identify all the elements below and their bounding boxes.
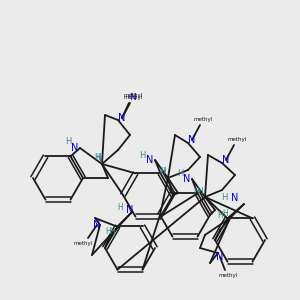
Text: methyl: methyl	[123, 92, 142, 98]
Text: methyl: methyl	[123, 94, 142, 100]
Text: H: H	[193, 188, 199, 196]
Text: N: N	[129, 94, 135, 103]
Text: H: H	[109, 226, 115, 236]
Text: H: H	[177, 169, 183, 178]
Text: H: H	[139, 151, 145, 160]
Text: N: N	[188, 135, 196, 145]
Text: N: N	[126, 205, 134, 215]
Text: methyl: methyl	[194, 118, 213, 122]
Text: H: H	[160, 167, 166, 176]
Text: H: H	[105, 227, 111, 236]
Text: methyl: methyl	[218, 274, 238, 278]
Text: N: N	[146, 155, 154, 165]
Text: N: N	[222, 155, 230, 165]
Text: N: N	[118, 113, 126, 123]
Text: N: N	[216, 252, 224, 262]
Text: H: H	[222, 208, 228, 217]
Text: H: H	[221, 194, 227, 202]
Text: H: H	[95, 152, 101, 161]
Text: N: N	[93, 220, 101, 230]
Text: H: H	[159, 167, 165, 176]
Text: H: H	[117, 202, 123, 211]
Text: H: H	[94, 152, 100, 161]
Text: H: H	[197, 188, 203, 196]
Text: methyl: methyl	[227, 137, 247, 142]
Text: H: H	[217, 211, 223, 220]
Text: methyl: methyl	[74, 241, 93, 245]
Text: N: N	[71, 143, 79, 153]
Text: N: N	[183, 174, 191, 184]
Text: H: H	[65, 137, 71, 146]
Text: N: N	[231, 193, 239, 203]
